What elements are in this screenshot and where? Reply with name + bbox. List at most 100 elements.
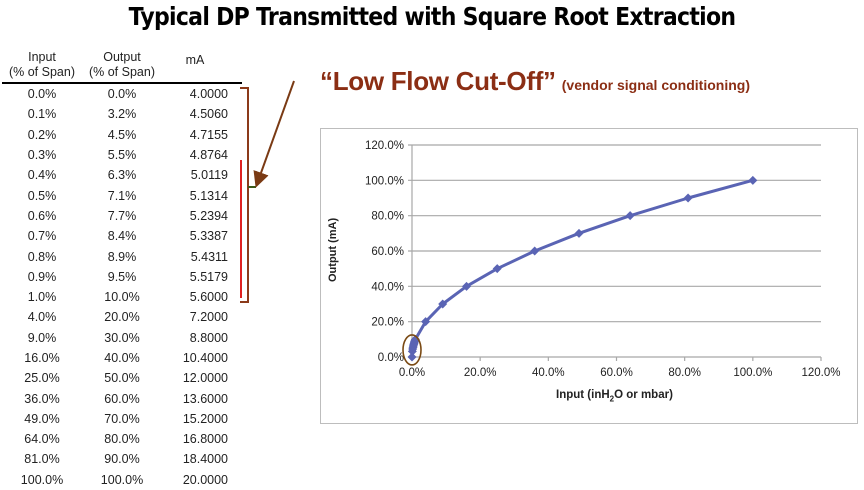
cell-ma: 4.8764 <box>189 148 228 163</box>
cell-output: 0.0% <box>107 87 137 102</box>
series-line <box>410 178 754 358</box>
cell-ma: 16.8000 <box>182 432 228 447</box>
cell-ma: 20.0000 <box>182 472 228 487</box>
cell-output: 10.0% <box>104 290 140 305</box>
y-tick-label: 40.0% <box>371 281 404 293</box>
cell-output: 8.9% <box>107 249 137 264</box>
cell-ma: 15.2000 <box>182 411 228 426</box>
data-point-marker <box>407 352 417 362</box>
data-point-marker <box>410 334 420 344</box>
cell-input: 0.2% <box>27 127 57 142</box>
data-point-marker <box>492 264 502 274</box>
cell-output: 7.1% <box>107 188 137 203</box>
x-tick-label: 20.0% <box>464 367 497 379</box>
chart-area: 0.0% 20.0% 40.0% 60.0% 80.0% 100.0% 120.0% 0.0%… <box>320 128 858 424</box>
cell-ma: 5.4311 <box>190 249 228 264</box>
cell-ma: 5.0119 <box>190 168 228 183</box>
cell-ma: 5.5179 <box>189 269 228 284</box>
x-tick-label: 100.0% <box>733 367 772 379</box>
table-row: 100.0% 100.0% 20.0000 <box>2 470 242 490</box>
cell-ma: 18.4000 <box>182 452 228 467</box>
cell-ma: 5.3387 <box>189 229 228 244</box>
table-row: 49.0% 70.0% 15.2000 <box>2 409 242 429</box>
table-row: 81.0% 90.0% 18.4000 <box>2 449 242 469</box>
cell-input: 0.7% <box>27 229 57 244</box>
cell-output: 60.0% <box>104 391 140 406</box>
cell-output: 80.0% <box>104 432 140 447</box>
header-output: Output (% of Span) <box>82 50 162 80</box>
table-row: 0.3% 5.5% 4.8764 <box>2 145 242 165</box>
cell-ma: 5.6000 <box>189 290 228 305</box>
cell-input: 16.0% <box>24 351 60 365</box>
table-row: 0.2% 4.5% 4.7155 <box>2 125 242 145</box>
cell-output: 9.5% <box>107 269 137 284</box>
cell-input: 1.0% <box>27 290 57 305</box>
data-point-marker <box>421 317 431 327</box>
cell-output: 100.0% <box>100 472 144 487</box>
cell-ma: 7.2000 <box>189 310 228 325</box>
data-point-marker <box>462 281 472 291</box>
cell-output: 4.5% <box>107 127 137 142</box>
cell-input: 0.1% <box>27 107 57 122</box>
cell-output: 50.0% <box>104 371 140 386</box>
table-row: 0.8% 8.9% 5.4311 <box>2 246 242 266</box>
cell-input: 49.0% <box>24 411 60 426</box>
x-tick-label: 0.0% <box>399 367 425 379</box>
cell-output: 70.0% <box>104 411 140 426</box>
cell-output: 6.3% <box>107 168 137 183</box>
cell-output: 8.4% <box>107 229 137 244</box>
data-point-marker <box>574 228 584 238</box>
cell-ma: 5.2394 <box>189 208 228 223</box>
low-flow-circle <box>402 334 422 366</box>
table-row: 0.4% 6.3% 5.0119 <box>2 165 242 185</box>
cell-input: 4.0% <box>27 310 57 325</box>
cell-input: 9.0% <box>27 330 57 345</box>
cell-input: 0.6% <box>27 208 57 223</box>
table-row: 0.9% 9.5% 5.5179 <box>2 267 242 287</box>
x-tick-label: 60.0% <box>600 367 633 379</box>
cell-output: 20.0% <box>104 310 140 325</box>
table-row: 16.0% 40.0% 10.4000 <box>2 348 242 368</box>
header-output-line1: Output <box>103 50 141 64</box>
table-row: 25.0% 50.0% 12.0000 <box>2 368 242 388</box>
cell-input: 0.3% <box>27 148 57 163</box>
y-tick-label: 80.0% <box>371 211 404 223</box>
table-row: 36.0% 60.0% 13.6000 <box>2 388 242 408</box>
table-row: 0.7% 8.4% 5.3387 <box>2 226 242 246</box>
y-tick-label: 60.0% <box>371 246 404 258</box>
table-row: 1.0% 10.0% 5.6000 <box>2 287 242 307</box>
cell-output: 5.5% <box>107 148 137 163</box>
cell-ma: 5.1314 <box>189 188 228 203</box>
y-axis-label: Output (mA) <box>327 217 339 282</box>
cell-output: 7.7% <box>107 208 137 223</box>
cell-output: 90.0% <box>104 452 140 467</box>
data-point-marker <box>530 246 540 256</box>
header-output-line2: (% of Span) <box>88 65 155 79</box>
table-row: 64.0% 80.0% 16.8000 <box>2 429 242 449</box>
y-tick-label: 100.0% <box>365 175 404 187</box>
cell-ma: 10.4000 <box>182 351 228 365</box>
cell-ma: 4.7155 <box>189 127 228 142</box>
table-row: 9.0% 30.0% 8.8000 <box>2 328 242 348</box>
cell-input: 36.0% <box>24 391 60 406</box>
low-flow-bracket <box>240 87 249 303</box>
cell-output: 30.0% <box>104 330 140 345</box>
header-input-line2: (% of Span) <box>8 65 75 79</box>
table-header: Input (% of Span) Output (% of Span) mA <box>2 38 242 84</box>
table-row: 0.0% 0.0% 4.0000 <box>2 84 242 104</box>
table-row: 0.1% 3.2% 4.5060 <box>2 104 242 124</box>
y-tick-label: 0.0% <box>378 352 404 364</box>
annotation-main: “Low Flow Cut-Off” <box>320 66 556 96</box>
cell-input: 0.8% <box>27 249 57 264</box>
cell-output: 40.0% <box>104 351 140 365</box>
low-flow-cutoff-annotation: “Low Flow Cut-Off” (vendor signal conditi… <box>320 66 750 97</box>
data-point-marker <box>748 175 758 185</box>
cell-input: 100.0% <box>20 472 64 487</box>
x-tick-label: 120.0% <box>801 367 840 379</box>
data-table: Input (% of Span) Output (% of Span) mA 0.… <box>2 38 242 490</box>
data-point-marker <box>625 211 635 221</box>
cell-input: 25.0% <box>24 371 60 386</box>
data-point-marker <box>438 299 448 309</box>
x-tick-label: 80.0% <box>668 367 701 379</box>
table-row: 0.5% 7.1% 5.1314 <box>2 185 242 205</box>
